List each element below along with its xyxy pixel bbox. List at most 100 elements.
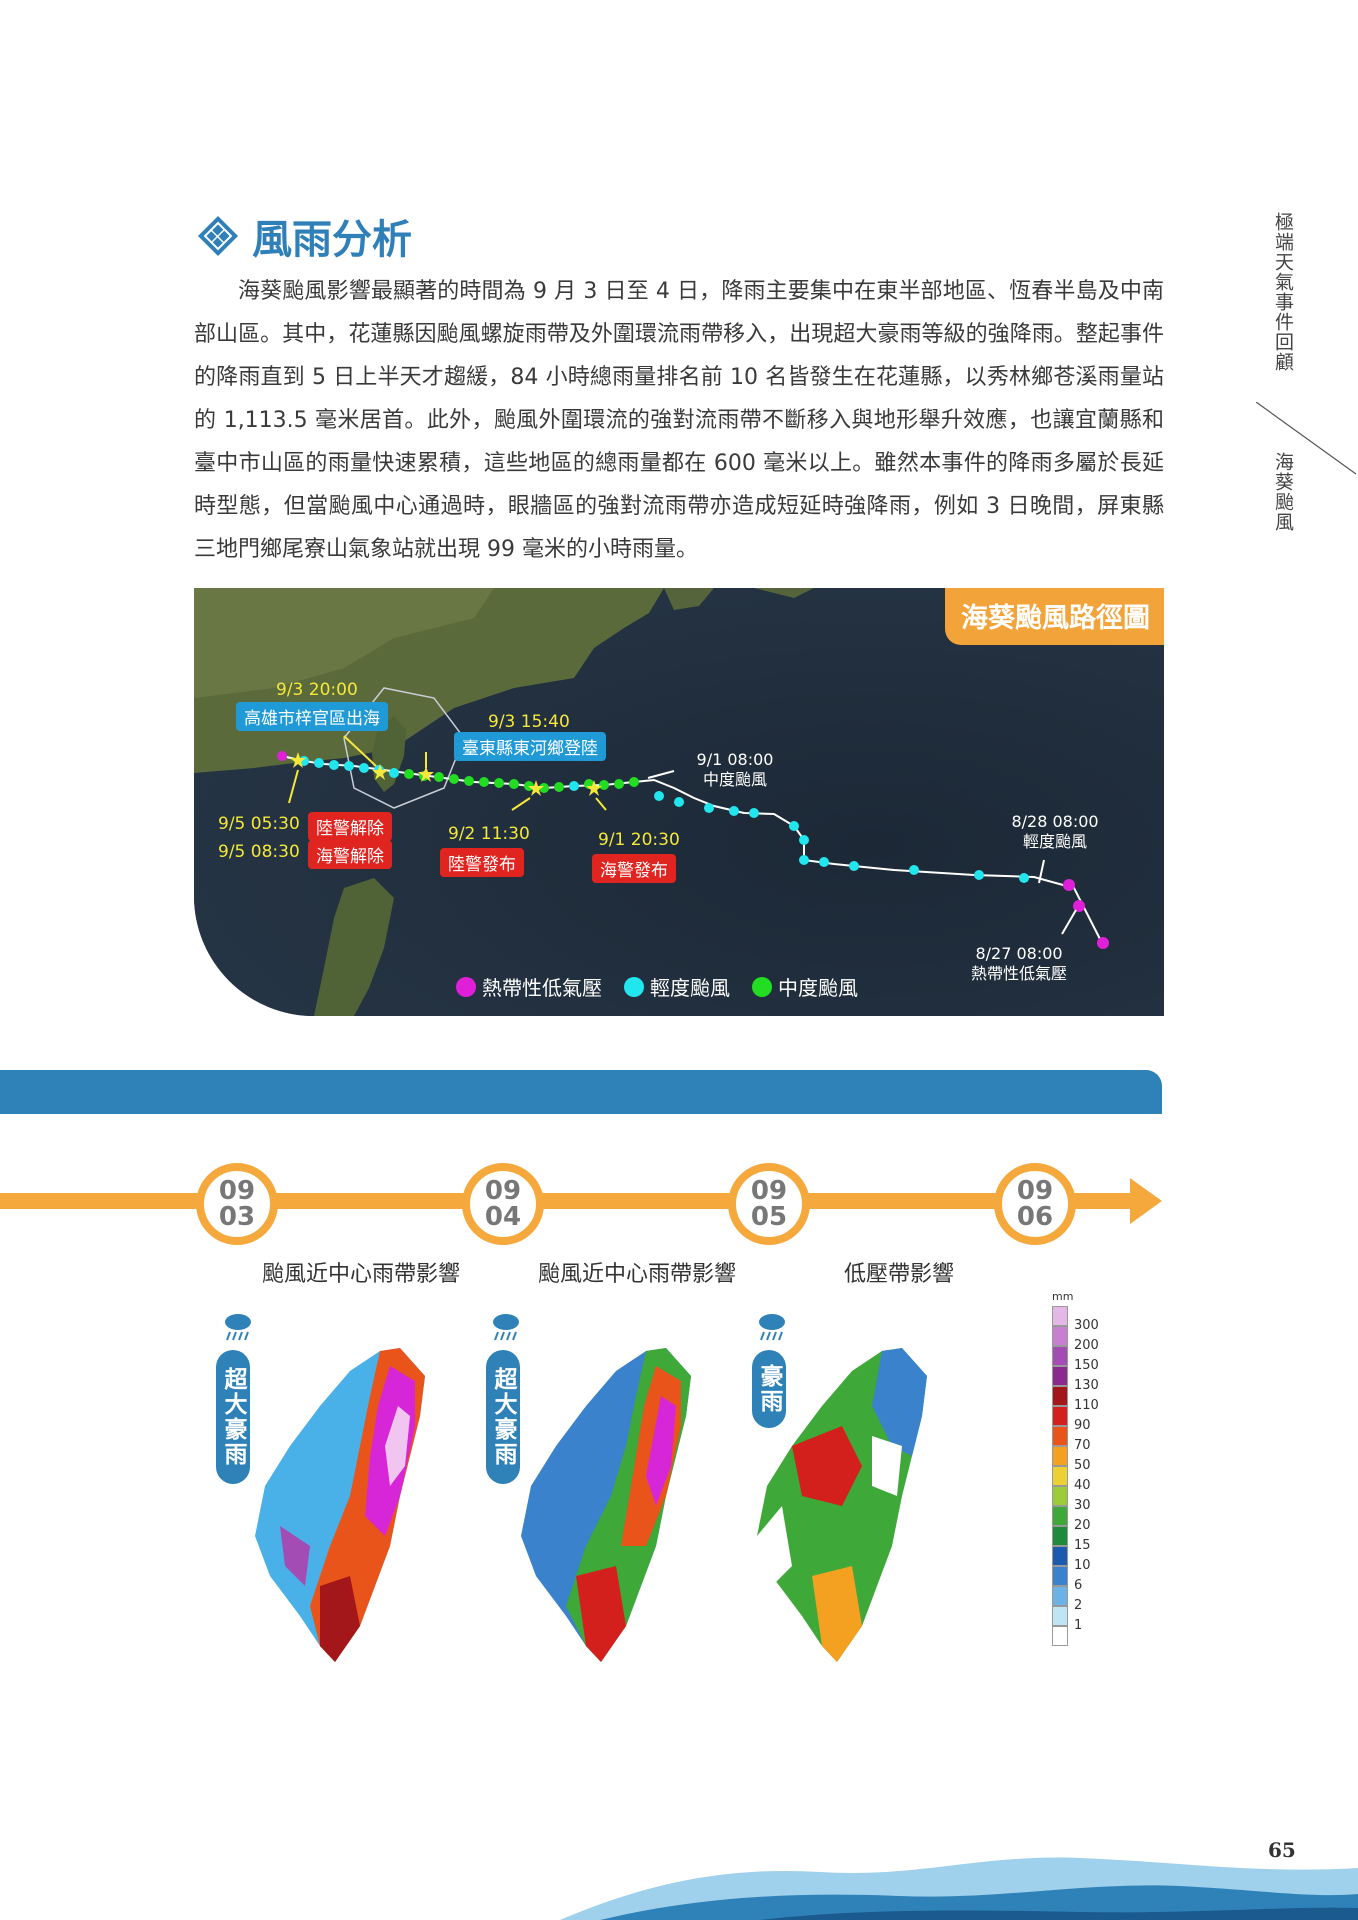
mid-time: 9/1 08:00 中度颱風: [680, 750, 790, 790]
date-day: 06: [1016, 1202, 1054, 1232]
date-0905: 09 05: [728, 1163, 810, 1245]
badge-day2: 超大豪雨: [486, 1350, 520, 1484]
diamond-icon: [198, 216, 238, 256]
td-time: 8/27 08:00 熱帶性低氣壓: [954, 944, 1084, 984]
scale-cell: [1052, 1446, 1068, 1466]
caption-day3: 低壓帶影響: [844, 1262, 955, 1287]
scale-cell: [1052, 1386, 1068, 1406]
scale-label: 20: [1074, 1518, 1091, 1533]
mild-time-value: 8/28 08:00: [1011, 812, 1099, 831]
section-heading: 風雨分析: [198, 206, 412, 266]
td-time-value: 8/27 08:00: [975, 944, 1063, 963]
date-month: 09: [484, 1176, 522, 1206]
scale-label: 150: [1074, 1358, 1099, 1373]
date-month: 09: [750, 1176, 788, 1206]
scale-label: 2: [1074, 1598, 1083, 1613]
scale-cell: [1052, 1366, 1068, 1386]
scale-cell: [1052, 1506, 1068, 1526]
scale-label: 30: [1074, 1498, 1091, 1513]
scale-label: 110: [1074, 1398, 1099, 1413]
legend-label-mild: 輕度颱風: [650, 976, 730, 1000]
typhoon-track-map: 海葵颱風路徑圖 9/3 20:00 高雄市梓官區出海 9/3 15:40 臺東縣…: [194, 588, 1164, 1016]
exit-time: 9/3 20:00: [276, 680, 358, 700]
sea-lift-time: 9/5 08:30: [218, 842, 300, 862]
legend-label-td: 熱帶性低氣壓: [482, 976, 602, 1000]
side-divider: [1256, 402, 1357, 475]
scale-label: 90: [1074, 1418, 1091, 1433]
badge-day3: 豪雨: [752, 1350, 786, 1428]
land-warn-tag: 陸警發布: [440, 848, 524, 877]
scale-cell: [1052, 1326, 1068, 1346]
scale-label: 130: [1074, 1378, 1099, 1393]
timeline-line: [0, 1193, 1130, 1209]
land-lift-time: 9/5 05:30: [218, 814, 300, 834]
scale-label: 1: [1074, 1618, 1083, 1633]
scale-cell: [1052, 1426, 1068, 1446]
date-day: 04: [484, 1202, 522, 1232]
timeline-arrow: [1130, 1178, 1162, 1224]
scale-label: 200: [1074, 1338, 1099, 1353]
date-day: 05: [750, 1202, 788, 1232]
scale-cell: [1052, 1346, 1068, 1366]
date-month: 09: [1016, 1176, 1054, 1206]
date-0903: 09 03: [196, 1163, 278, 1245]
sea-warn-tag: 海警發布: [592, 854, 676, 883]
legend-item-td: 熱帶性低氣壓: [456, 972, 602, 1001]
scale-label: 70: [1074, 1438, 1091, 1453]
land-warn-time: 9/2 11:30: [448, 824, 530, 844]
section-band: [0, 1070, 1162, 1114]
caption-day1: 颱風近中心雨帶影響: [262, 1262, 461, 1287]
legend-dot-mild: [624, 976, 644, 997]
landfall-tag: 臺東縣東河鄉登陸: [454, 732, 606, 761]
td-label: 熱帶性低氣壓: [970, 964, 1067, 983]
page-number: 65: [1268, 1838, 1296, 1862]
analysis-paragraph: 海葵颱風影響最顯著的時間為 9 月 3 日至 4 日，降雨主要集中在東半部地區、…: [194, 270, 1164, 571]
paragraph-text: 海葵颱風影響最顯著的時間為 9 月 3 日至 4 日，降雨主要集中在東半部地區、…: [194, 279, 1164, 562]
rain-cloud-icon: [759, 1314, 785, 1341]
legend-item-mild: 輕度颱風: [624, 972, 730, 1001]
legend-item-moderate: 中度颱風: [752, 972, 858, 1001]
map-title: 海葵颱風路徑圖: [945, 588, 1164, 645]
legend-label-moderate: 中度颱風: [778, 976, 858, 1000]
scale-cell: [1052, 1626, 1068, 1646]
exit-tag: 高雄市梓官區出海: [236, 702, 388, 731]
section-title: 風雨分析: [252, 216, 412, 263]
scale-cell: [1052, 1586, 1068, 1606]
scale-cell: [1052, 1606, 1068, 1626]
scale-cell: [1052, 1546, 1068, 1566]
mild-time: 8/28 08:00 輕度颱風: [1000, 812, 1110, 852]
date-0904: 09 04: [462, 1163, 544, 1245]
scale-cell: [1052, 1526, 1068, 1546]
sea-lift-tag: 海警解除: [308, 840, 392, 869]
scale-cell: [1052, 1566, 1068, 1586]
scale-cell: [1052, 1306, 1068, 1326]
scale-label: 300: [1074, 1318, 1099, 1333]
badge-day1: 超大豪雨: [216, 1350, 250, 1484]
scale-label: 50: [1074, 1458, 1091, 1473]
land-lift-tag: 陸警解除: [308, 812, 392, 841]
date-day: 03: [218, 1202, 256, 1232]
scale-unit: mm: [1052, 1290, 1074, 1303]
mid-time-value: 9/1 08:00: [696, 750, 774, 769]
rain-cloud-icon: [493, 1314, 519, 1341]
rain-cloud-icon: [225, 1314, 251, 1341]
side-section-title: 極端天氣事件回顧: [1272, 212, 1294, 372]
landfall-time: 9/3 15:40: [488, 712, 570, 732]
date-0906: 09 06: [994, 1163, 1076, 1245]
caption-day2: 颱風近中心雨帶影響: [538, 1262, 737, 1287]
map-legend: 熱帶性低氣壓 輕度颱風 中度颱風: [456, 972, 858, 1001]
scale-label: 15: [1074, 1538, 1091, 1553]
date-month: 09: [218, 1176, 256, 1206]
rainfall-map-day1: [255, 1348, 425, 1662]
wave-decoration: [560, 1857, 1358, 1920]
mild-label: 輕度颱風: [1022, 832, 1087, 851]
scale-label: 6: [1074, 1578, 1083, 1593]
rainfall-map-day3: [757, 1348, 927, 1662]
rainfall-map-day2: [521, 1348, 691, 1662]
legend-dot-td: [456, 976, 476, 997]
scale-label: 10: [1074, 1558, 1091, 1573]
legend-dot-moderate: [752, 976, 772, 997]
sea-warn-time: 9/1 20:30: [598, 830, 680, 850]
side-topic: 海葵颱風: [1272, 452, 1294, 532]
mid-label: 中度颱風: [702, 770, 767, 789]
